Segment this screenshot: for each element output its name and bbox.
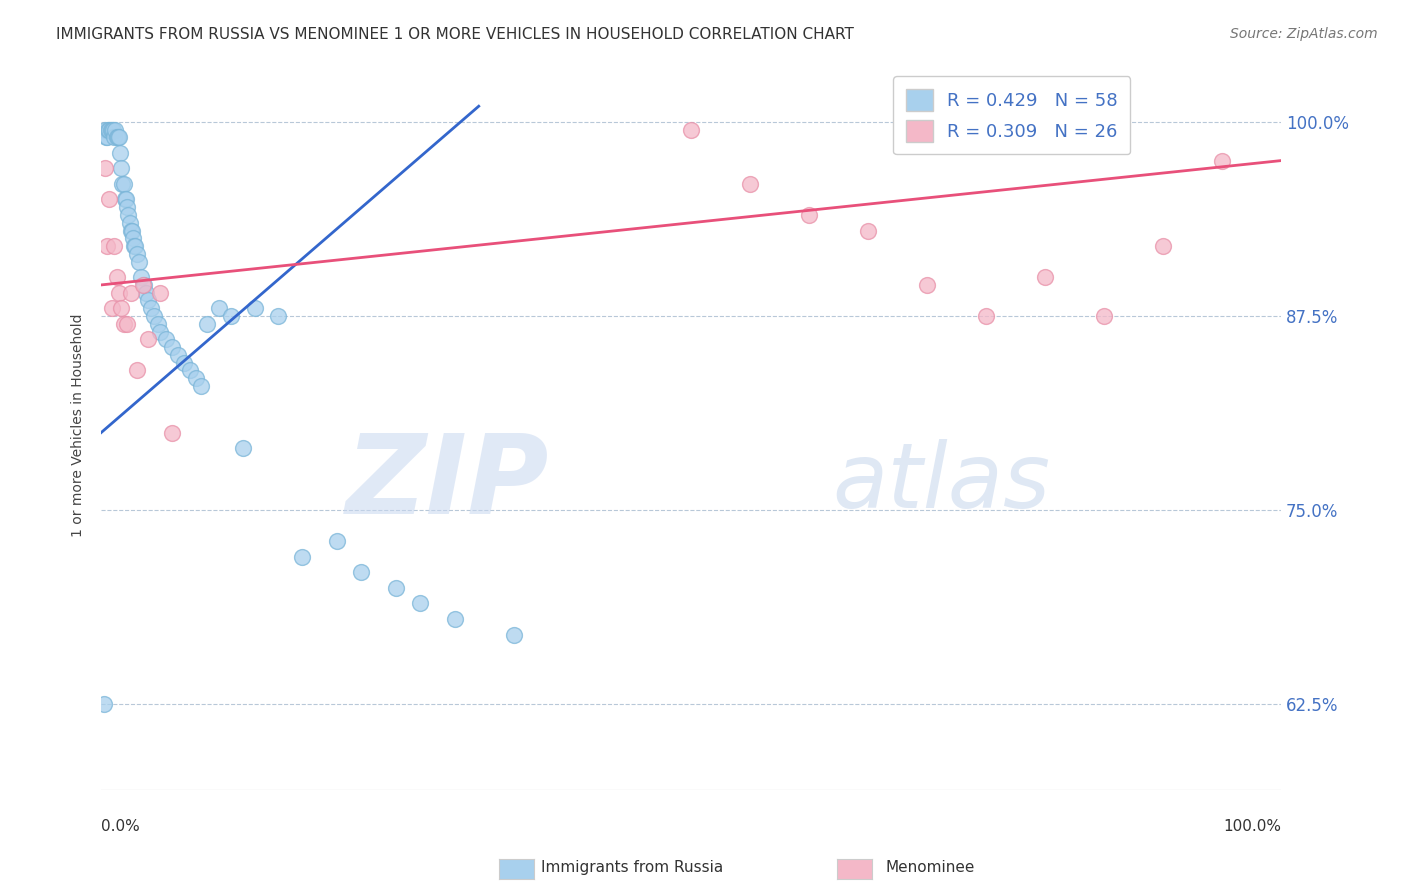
Point (101, 122, 124, 136)
Point (138, 293, 160, 308)
Point (124, 239, 146, 253)
Point (243, 301, 266, 316)
Point (108, 130, 131, 145)
Text: atlas: atlas (832, 439, 1050, 527)
Text: IMMIGRANTS FROM RUSSIA VS MENOMINEE 1 OR MORE VEHICLES IN HOUSEHOLD CORRELATION : IMMIGRANTS FROM RUSSIA VS MENOMINEE 1 OR… (56, 27, 853, 42)
Point (121, 223, 143, 237)
Point (97, 122, 120, 136)
Point (131, 277, 153, 292)
Point (115, 317, 138, 331)
Point (1211, 153, 1233, 168)
Point (108, 145, 131, 160)
Point (112, 317, 135, 331)
Point (160, 340, 183, 354)
Point (173, 356, 195, 370)
Point (184, 371, 207, 385)
Point (143, 309, 166, 323)
Point (179, 363, 201, 377)
Point (120, 285, 142, 300)
Point (232, 441, 254, 455)
Text: ZIP: ZIP (346, 430, 550, 537)
Point (114, 193, 136, 207)
Point (190, 379, 212, 393)
Text: 100.0%: 100.0% (1223, 819, 1281, 834)
Point (139, 301, 162, 316)
Point (1092, 309, 1115, 323)
Point (856, 223, 879, 237)
Point (117, 208, 139, 222)
Point (110, 161, 132, 176)
Point (131, 270, 153, 285)
Point (108, 285, 131, 300)
Point (444, 612, 467, 626)
Point (160, 425, 183, 440)
Point (219, 309, 242, 323)
Point (105, 130, 128, 145)
Point (105, 270, 128, 285)
Point (101, 122, 124, 136)
Point (115, 193, 138, 207)
Point (797, 208, 820, 222)
Point (122, 231, 145, 245)
Point (94, 161, 117, 176)
Point (167, 348, 190, 362)
Point (146, 317, 169, 331)
Point (122, 239, 145, 253)
Point (120, 223, 142, 237)
Point (132, 277, 155, 292)
Point (111, 177, 134, 191)
Point (104, 122, 127, 136)
Point (1033, 270, 1056, 285)
Point (291, 549, 314, 564)
Y-axis label: 1 or more Vehicles in Household: 1 or more Vehicles in Household (72, 313, 86, 536)
Text: Menominee: Menominee (886, 860, 976, 874)
Point (94, 130, 117, 145)
Point (738, 177, 761, 191)
Point (125, 363, 148, 377)
Point (197, 317, 219, 331)
Point (149, 285, 172, 300)
Legend: R = 0.429   N = 58, R = 0.309   N = 26: R = 0.429 N = 58, R = 0.309 N = 26 (893, 76, 1130, 154)
Point (326, 534, 349, 549)
Point (138, 332, 160, 346)
Point (409, 597, 432, 611)
Point (915, 277, 938, 292)
Text: Immigrants from Russia: Immigrants from Russia (541, 860, 724, 874)
Point (93, 698, 115, 712)
Point (98, 122, 121, 136)
Point (155, 332, 177, 346)
Point (208, 301, 231, 316)
Point (96, 239, 118, 253)
Point (103, 130, 125, 145)
Point (135, 285, 157, 300)
Text: 0.0%: 0.0% (101, 819, 141, 834)
Point (100, 122, 122, 136)
Point (267, 309, 290, 323)
Point (115, 200, 138, 214)
Point (101, 301, 124, 316)
Point (103, 239, 125, 253)
Point (98, 193, 121, 207)
Point (681, 122, 703, 136)
Point (149, 325, 172, 339)
Text: Source: ZipAtlas.com: Source: ZipAtlas.com (1230, 27, 1378, 41)
Point (503, 627, 526, 641)
Point (118, 216, 141, 230)
Point (96, 130, 118, 145)
Point (107, 130, 129, 145)
Point (125, 247, 148, 261)
Point (94, 122, 117, 136)
Point (112, 177, 135, 191)
Point (385, 581, 408, 595)
Point (350, 566, 373, 580)
Point (128, 254, 150, 268)
Point (110, 301, 132, 316)
Point (974, 309, 997, 323)
Point (1152, 239, 1174, 253)
